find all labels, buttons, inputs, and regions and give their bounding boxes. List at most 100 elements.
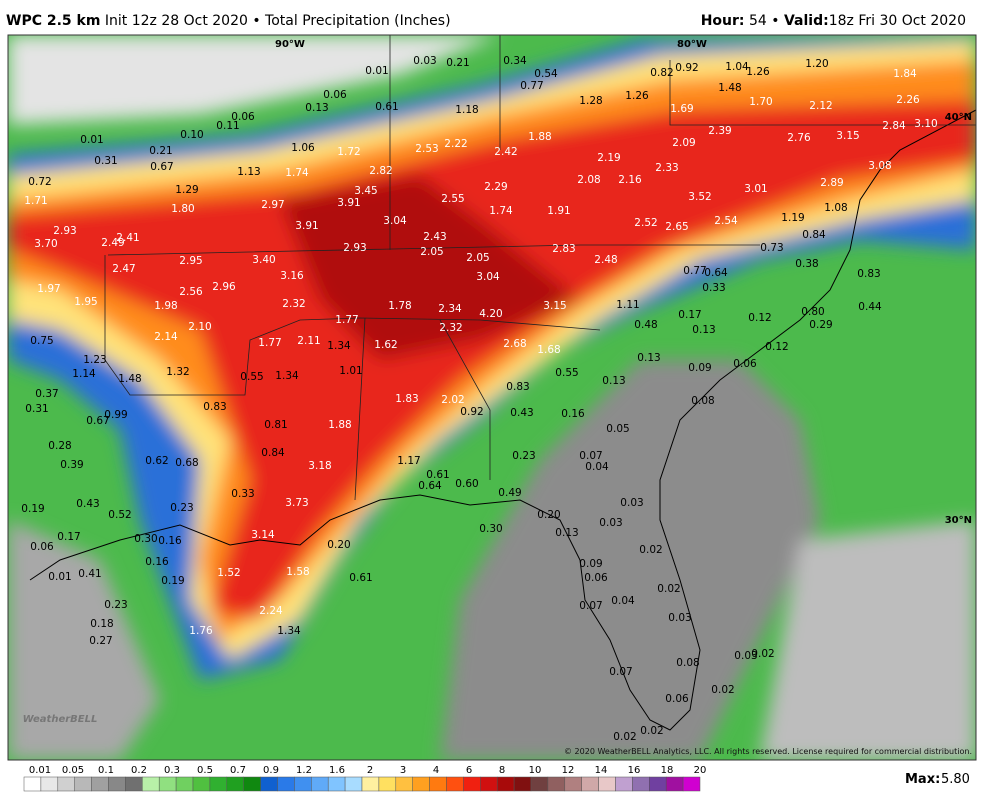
precip-value: 2.95 xyxy=(179,255,202,267)
precip-value: 1.88 xyxy=(328,419,351,431)
precip-value: 0.04 xyxy=(585,461,609,473)
precip-value: 2.24 xyxy=(259,605,283,617)
precip-value: 0.01 xyxy=(48,571,71,583)
precip-value: 0.30 xyxy=(134,533,157,545)
precip-value: 2.19 xyxy=(597,152,620,164)
precip-value: 2.10 xyxy=(188,321,211,333)
precip-value: 0.19 xyxy=(21,503,44,515)
precip-value: 0.03 xyxy=(413,55,436,67)
colorbar-swatch xyxy=(496,776,515,792)
precip-value: 1.13 xyxy=(237,166,260,178)
precip-value: 0.08 xyxy=(691,395,714,407)
precip-value: 0.30 xyxy=(479,523,502,535)
precip-value: 1.20 xyxy=(805,58,828,70)
precip-value: 0.92 xyxy=(675,62,698,74)
precip-value: 0.52 xyxy=(108,509,131,521)
precip-value: 1.18 xyxy=(455,104,478,116)
precip-value: 0.38 xyxy=(795,258,818,270)
precip-value: 2.43 xyxy=(423,231,446,243)
precip-value: 0.29 xyxy=(809,319,832,331)
precip-value: 0.73 xyxy=(760,242,783,254)
colorbar-swatch xyxy=(513,776,532,792)
model: WPC 2.5 km xyxy=(6,13,100,29)
header-left: WPC 2.5 km Init 12z 28 Oct 2020 • Total … xyxy=(6,13,451,29)
precip-value: 1.48 xyxy=(718,82,741,94)
precip-value: 3.15 xyxy=(836,130,859,142)
precip-value: 1.62 xyxy=(374,339,397,351)
precip-value: 0.55 xyxy=(555,367,578,379)
colorbar-swatch xyxy=(378,776,397,792)
colorbar-swatch xyxy=(547,776,566,792)
precip-value: 0.02 xyxy=(613,731,636,743)
precip-value: 0.62 xyxy=(145,455,168,467)
colorbar-label: 0.5 xyxy=(197,765,213,776)
valid-label: Valid: xyxy=(784,13,829,29)
colorbar-swatch xyxy=(175,776,194,792)
precip-value: 3.10 xyxy=(914,118,937,130)
state-borders xyxy=(104,35,976,501)
precip-value: 1.68 xyxy=(537,344,560,356)
precip-value: 2.48 xyxy=(594,254,617,266)
precip-value: 0.61 xyxy=(349,572,372,584)
precip-value: 0.13 xyxy=(637,352,660,364)
precip-value: 3.91 xyxy=(337,197,360,209)
lat-label: 40°N xyxy=(945,112,972,123)
precip-value: 3.52 xyxy=(688,191,711,203)
precip-value: 0.39 xyxy=(60,459,83,471)
precip-value: 0.49 xyxy=(498,487,521,499)
precip-value: 3.01 xyxy=(744,183,767,195)
precip-value: 1.72 xyxy=(337,146,360,158)
precip-value: 0.43 xyxy=(76,498,99,510)
colorbar-swatch xyxy=(192,776,211,792)
precip-value: 0.13 xyxy=(602,375,625,387)
lon-label: 90°W xyxy=(275,39,305,50)
colorbar-swatch xyxy=(226,776,244,792)
precip-value: 1.77 xyxy=(258,337,281,349)
precip-value: 0.02 xyxy=(640,725,663,737)
precip-value: 0.31 xyxy=(94,155,117,167)
precip-value: 2.68 xyxy=(503,338,526,350)
colorbar-label: 0.05 xyxy=(62,765,84,776)
precip-value: 0.61 xyxy=(375,101,398,113)
precip-value: 0.02 xyxy=(639,544,662,556)
precip-value: 0.02 xyxy=(751,648,774,660)
precip-value: 0.82 xyxy=(650,67,673,79)
colorbar-swatch xyxy=(344,776,363,792)
precip-value: 0.55 xyxy=(240,371,263,383)
precip-value: 0.27 xyxy=(89,635,112,647)
precip-value: 2.22 xyxy=(444,138,467,150)
colorbar-swatch xyxy=(23,776,42,792)
header-right: Hour: 54 • Valid:18z Fri 30 Oct 2020 xyxy=(701,13,966,29)
coastline xyxy=(29,109,976,731)
precip-value: 1.71 xyxy=(24,195,47,207)
precip-value: 2.14 xyxy=(154,331,178,343)
precip-value: 2.34 xyxy=(438,303,462,315)
precip-value: 0.19 xyxy=(161,575,184,587)
precip-value: 0.01 xyxy=(365,65,388,77)
precip-value: 0.17 xyxy=(678,309,701,321)
colorbar-swatch xyxy=(615,776,633,792)
precip-value: 0.13 xyxy=(305,102,328,114)
precip-value: 3.73 xyxy=(285,497,308,509)
colorbar-swatch xyxy=(598,776,616,792)
precip-value: 2.96 xyxy=(212,281,236,293)
precip-value: 3.45 xyxy=(354,185,377,197)
precip-value: 1.29 xyxy=(175,184,198,196)
precip-value: 0.09 xyxy=(688,362,711,374)
field-layers xyxy=(8,35,976,760)
precip-value: 3.16 xyxy=(280,270,304,282)
colorbar-swatch xyxy=(91,776,109,792)
colorbar-swatch xyxy=(327,776,346,792)
precip-value: 2.12 xyxy=(809,100,832,112)
precip-value: 1.74 xyxy=(285,167,309,179)
precip-value: 2.56 xyxy=(179,286,203,298)
precip-value: 2.83 xyxy=(552,243,575,255)
colorbar-swatch xyxy=(74,776,92,792)
precip-value: 2.32 xyxy=(282,298,305,310)
precip-value: 0.16 xyxy=(561,408,585,420)
precip-value: 0.03 xyxy=(620,497,643,509)
precip-value: 2.42 xyxy=(494,146,517,158)
precip-value: 0.83 xyxy=(506,381,529,393)
precip-value: 3.08 xyxy=(868,160,891,172)
